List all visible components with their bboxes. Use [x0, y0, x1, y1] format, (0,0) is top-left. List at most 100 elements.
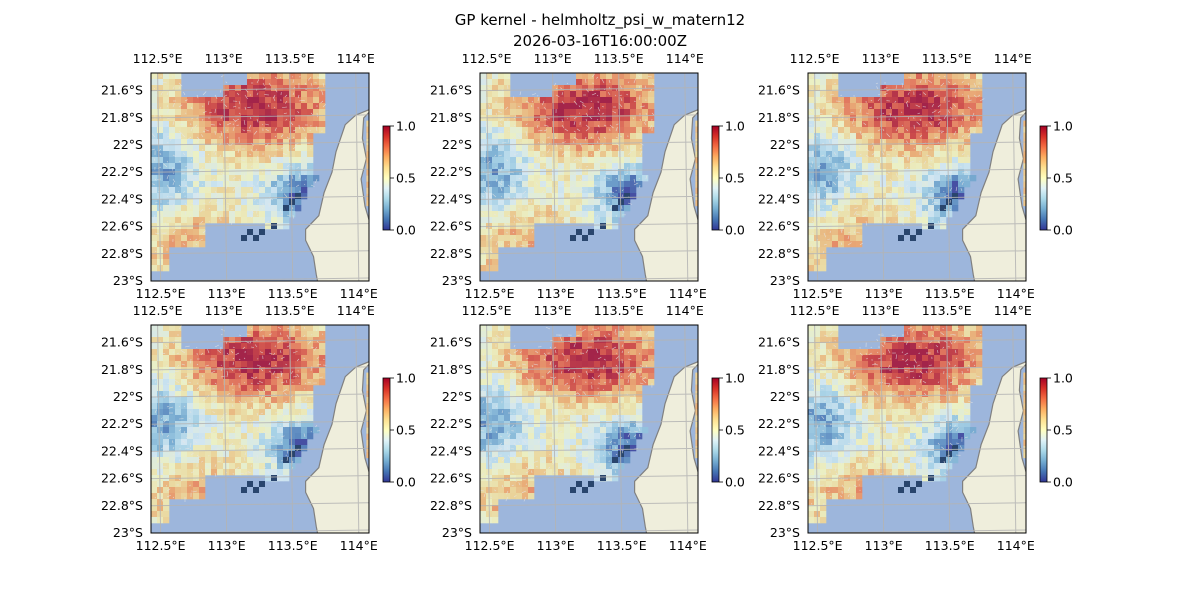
colorbar-tick: 0.0: [1053, 475, 1073, 490]
lon-tick-bottom: 113°E: [208, 538, 246, 553]
lon-tick-bottom: 112.5°E: [793, 538, 843, 553]
lat-tick: 22.6°S: [101, 471, 143, 486]
lon-tick-top: 113.5°E: [265, 303, 315, 318]
lat-tick: 22.8°S: [101, 498, 143, 513]
lon-tick-bottom: 113.5°E: [268, 286, 318, 301]
gridlines: [808, 73, 1026, 281]
lon-tick-bottom: 113.5°E: [268, 538, 318, 553]
lat-tick: 23°S: [442, 525, 472, 540]
current-vectors: [151, 73, 327, 253]
lon-tick-bottom: 113°E: [208, 286, 246, 301]
current-vectors: [480, 73, 655, 254]
lat-tick: 22°S: [113, 389, 143, 404]
gridlines: [480, 325, 698, 533]
lon-tick-top: 112.5°E: [462, 51, 512, 66]
lat-tick: 23°S: [770, 525, 800, 540]
lon-tick-bottom: 114°E: [997, 286, 1035, 301]
lon-tick-bottom: 113.5°E: [925, 538, 975, 553]
lat-tick: 22.8°S: [758, 498, 800, 513]
panel-frame: [479, 72, 699, 282]
lon-tick-top: 113.5°E: [594, 303, 644, 318]
lon-tick-top: 114°E: [337, 303, 375, 318]
lat-tick: 21.8°S: [430, 362, 472, 377]
lat-tick: 23°S: [113, 525, 143, 540]
colorbar-4: 0.0 0.5 1.0: [382, 371, 416, 490]
lon-tick-bottom: 112.5°E: [136, 286, 186, 301]
probability-field: [480, 73, 655, 272]
lat-tick: 21.6°S: [101, 83, 143, 98]
colorbar-1: 0.0 0.5 1.0: [382, 119, 416, 238]
colorbar-2: 0.0 0.5 1.0: [711, 119, 745, 238]
colorbar-tick: 0.5: [725, 171, 745, 186]
map-panel-5: 112.5°E 112.5°E 113°E 113°E 113.5°E 113.5°E 11…: [430, 303, 745, 553]
lat-tick: 21.8°S: [430, 110, 472, 125]
lon-tick-bottom: 113°E: [865, 286, 903, 301]
lon-tick-bottom: 113°E: [537, 538, 575, 553]
lat-tick: 22.2°S: [758, 164, 800, 179]
colorbar-tick: 0.5: [396, 171, 416, 186]
probability-field: [808, 73, 983, 272]
lon-tick-bottom: 114°E: [669, 286, 707, 301]
lat-tick: 21.8°S: [758, 110, 800, 125]
colorbar-tick: 1.0: [396, 119, 416, 134]
lat-tick: 22.8°S: [430, 246, 472, 261]
lat-tick: 23°S: [113, 273, 143, 288]
probability-field: [151, 325, 326, 524]
lat-tick: 21.8°S: [101, 110, 143, 125]
current-vectors: [808, 73, 985, 254]
land: [962, 361, 1026, 533]
colorbar-tick: 0.5: [396, 423, 416, 438]
lat-tick: 22.4°S: [101, 191, 143, 206]
lon-tick-top: 114°E: [994, 303, 1032, 318]
lat-tick: 22.6°S: [430, 471, 472, 486]
colorbar-5: 0.0 0.5 1.0: [711, 371, 745, 490]
land: [634, 109, 698, 281]
colorbar-tick: 0.0: [396, 223, 416, 238]
colorbar-tick: 0.0: [725, 223, 745, 238]
colorbar-tick: 0.0: [1053, 223, 1073, 238]
panel-frame: [807, 72, 1027, 282]
lat-tick: 22.4°S: [758, 443, 800, 458]
lon-tick-top: 112.5°E: [133, 51, 183, 66]
colorbar-tick: 0.5: [725, 423, 745, 438]
lat-tick: 22.2°S: [430, 416, 472, 431]
land: [962, 109, 1026, 281]
lat-tick: 22.6°S: [101, 219, 143, 234]
lat-tick: 22.2°S: [758, 416, 800, 431]
lat-tick: 22°S: [442, 389, 472, 404]
lon-tick-bottom: 113.5°E: [925, 286, 975, 301]
lat-tick: 22.4°S: [758, 191, 800, 206]
lon-tick-top: 112.5°E: [790, 51, 840, 66]
lon-tick-bottom: 114°E: [340, 286, 378, 301]
lon-tick-top: 113°E: [205, 303, 243, 318]
lat-tick: 21.6°S: [758, 335, 800, 350]
lat-tick: 22°S: [770, 389, 800, 404]
panel-frame: [479, 324, 699, 534]
lat-tick: 22.6°S: [758, 471, 800, 486]
lon-tick-bottom: 112.5°E: [465, 538, 515, 553]
colorbar-tick: 0.5: [1053, 171, 1073, 186]
lon-tick-top: 113°E: [205, 51, 243, 66]
lon-tick-bottom: 113.5°E: [597, 286, 647, 301]
lat-tick: 22.8°S: [758, 246, 800, 261]
lat-tick: 21.8°S: [758, 362, 800, 377]
lon-tick-bottom: 114°E: [997, 538, 1035, 553]
lat-tick: 22.4°S: [101, 443, 143, 458]
map-panel-6: 112.5°E 112.5°E 113°E 113°E 113.5°E 113.5°E 11…: [758, 303, 1073, 553]
figure-title-line1: GP kernel - helmholtz_psi_w_matern12: [454, 11, 746, 29]
lat-tick: 22°S: [770, 137, 800, 152]
colorbar-6: 0.0 0.5 1.0: [1039, 371, 1073, 490]
land: [634, 361, 698, 533]
lon-tick-bottom: 113°E: [865, 538, 903, 553]
panel-frame: [807, 324, 1027, 534]
colorbar-tick: 1.0: [725, 371, 745, 386]
lat-tick: 22.6°S: [430, 219, 472, 234]
lon-tick-top: 112.5°E: [462, 303, 512, 318]
colorbar-tick: 1.0: [396, 371, 416, 386]
lon-tick-top: 113.5°E: [265, 51, 315, 66]
lon-tick-top: 113.5°E: [922, 303, 972, 318]
lon-tick-top: 114°E: [994, 51, 1032, 66]
panel-frame: [150, 324, 370, 534]
colorbar-3: 0.0 0.5 1.0: [1039, 119, 1073, 238]
lat-tick: 22.8°S: [430, 498, 472, 513]
